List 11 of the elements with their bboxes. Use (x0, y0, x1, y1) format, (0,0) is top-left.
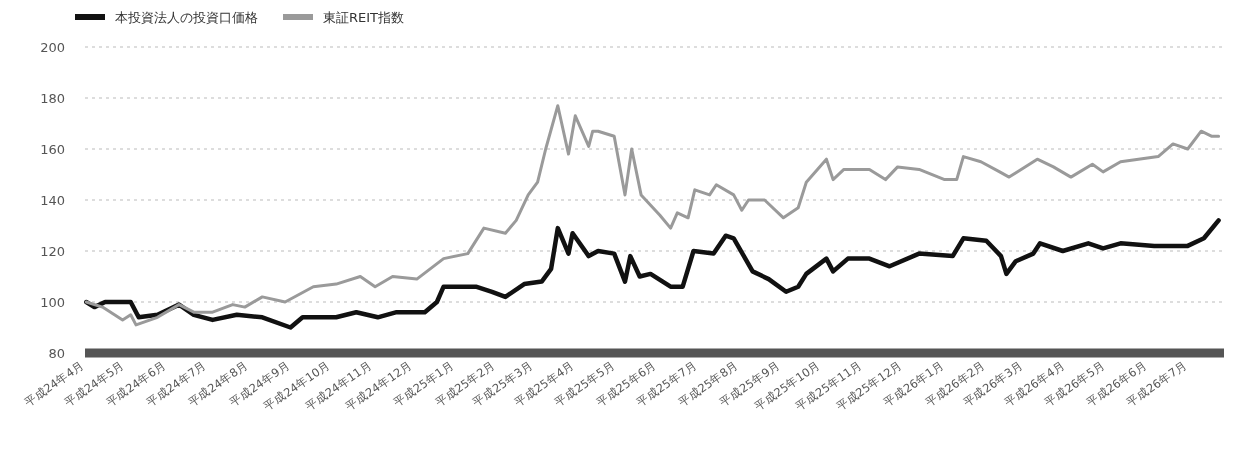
legend-label: 本投資法人の投資口価格 (115, 10, 258, 25)
y-tick-label: 200 (40, 40, 65, 55)
y-tick-label: 80 (48, 346, 65, 361)
y-tick-label: 180 (40, 91, 65, 106)
y-tick-label: 120 (40, 244, 65, 259)
line-series (84, 218, 1221, 330)
y-tick-label: 100 (40, 295, 65, 310)
legend-label: 東証REIT指数 (323, 10, 405, 25)
y-tick-label: 160 (40, 142, 65, 157)
line-series (84, 104, 1221, 327)
y-tick-label: 140 (40, 193, 65, 208)
